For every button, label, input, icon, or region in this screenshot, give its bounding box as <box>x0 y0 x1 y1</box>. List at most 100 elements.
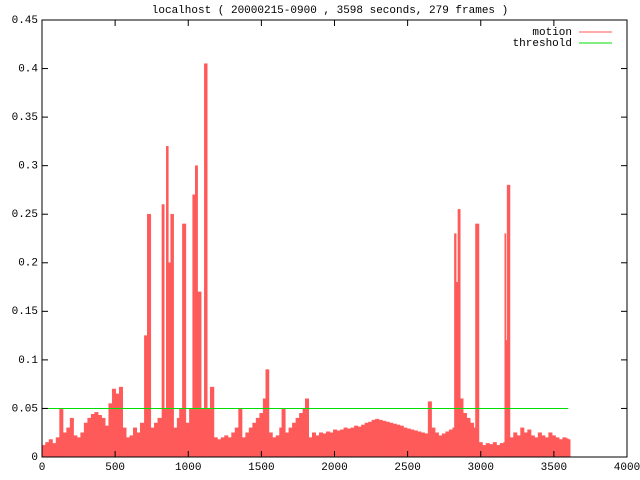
motion-bar <box>361 424 366 458</box>
y-tick-label: 0.05 <box>12 403 38 415</box>
x-tick-label: 500 <box>105 462 125 474</box>
motion-bar <box>520 427 525 458</box>
motion-bar <box>275 435 280 458</box>
motion-bar <box>567 439 571 458</box>
motion-bar <box>354 425 359 458</box>
motion-bar <box>544 437 549 458</box>
motion-bar <box>48 439 53 458</box>
motion-bar <box>537 432 542 458</box>
motion-bar <box>548 432 553 458</box>
motion-bar <box>305 398 310 458</box>
motion-bar <box>279 427 283 458</box>
motion-bar <box>438 435 443 458</box>
motion-bar <box>140 422 145 458</box>
motion-bar <box>530 435 535 458</box>
motion-bar <box>41 445 46 458</box>
motion-bar <box>144 335 148 458</box>
motion-bar <box>245 432 250 458</box>
motion-bar <box>347 428 352 458</box>
motion-bar <box>157 417 163 458</box>
y-tick-label: 0.1 <box>18 355 38 367</box>
motion-bar <box>385 421 390 458</box>
motion-bar <box>322 433 327 458</box>
y-tick-label: 0.4 <box>18 63 38 75</box>
motion-bar <box>220 437 225 458</box>
motion-bar <box>209 386 215 458</box>
motion-bar <box>378 419 383 458</box>
motion-bar <box>527 429 532 458</box>
motion-bar <box>238 408 243 458</box>
motion-bar <box>431 427 436 458</box>
motion-bar <box>129 435 134 458</box>
motion-bar <box>485 443 490 458</box>
motion-bar <box>164 408 167 458</box>
x-tick-label: 3000 <box>468 462 494 474</box>
motion-bar <box>268 432 273 458</box>
motion-bar <box>513 432 518 458</box>
y-tick-label: 0.15 <box>12 306 38 318</box>
motion-bar <box>455 281 459 458</box>
motion-bar <box>213 437 218 458</box>
motion-bar <box>558 439 563 458</box>
motion-bar <box>125 437 130 458</box>
y-tick-label: 0.2 <box>18 258 38 270</box>
motion-bar <box>427 401 432 458</box>
motion-bar <box>182 223 187 458</box>
y-tick-label: 0 <box>31 452 38 464</box>
motion-bar <box>231 432 236 458</box>
motion-bar <box>410 429 415 458</box>
motion-bar <box>118 386 123 458</box>
motion-bar <box>469 422 474 458</box>
motion-bar <box>217 439 222 458</box>
motion-bar <box>492 442 497 458</box>
motion-bar <box>227 437 232 458</box>
motion-bar <box>541 435 546 458</box>
motion-bar <box>69 417 74 458</box>
motion-bar <box>329 432 334 458</box>
motion-bar <box>136 432 141 458</box>
x-tick-label: 2000 <box>321 462 347 474</box>
motion-bar <box>350 427 355 458</box>
motion-bar <box>336 430 341 458</box>
motion-bar <box>403 427 408 458</box>
motion-bar <box>262 398 267 458</box>
motion-bar <box>445 431 450 458</box>
motion-bar <box>170 213 174 458</box>
motion-bar <box>192 194 196 458</box>
motion-bar <box>333 429 338 458</box>
motion-bar <box>473 427 476 458</box>
y-tick-label: 0.45 <box>12 15 38 27</box>
motion-bar <box>104 425 109 458</box>
x-tick-label: 1500 <box>248 462 274 474</box>
motion-bar <box>133 427 138 458</box>
motion-bar <box>265 369 270 458</box>
motion-bar <box>441 433 446 458</box>
motion-bar <box>288 427 293 458</box>
motion-bar <box>299 413 304 458</box>
x-tick-label: 3500 <box>541 462 567 474</box>
motion-bar <box>55 437 60 458</box>
motion-bar <box>295 417 300 458</box>
motion-bar <box>241 437 246 458</box>
motion-bar <box>76 437 81 458</box>
motion-bar <box>66 427 71 458</box>
motion-bar <box>302 408 306 458</box>
motion-bar <box>475 223 480 458</box>
motion-bar <box>101 417 106 458</box>
y-tick-label: 0.25 <box>12 209 38 221</box>
motion-bar <box>161 204 165 458</box>
motion-bar <box>434 432 439 458</box>
plot-border <box>41 19 628 458</box>
motion-bar <box>417 431 422 458</box>
chart-title: localhost ( 20000215-0900 , 3598 seconds… <box>152 5 508 17</box>
motion-bar <box>326 431 331 458</box>
motion-bar <box>482 445 487 458</box>
motion-bar <box>420 432 425 458</box>
motion-bar <box>506 184 511 458</box>
motion-bar <box>97 414 102 458</box>
motion-bar <box>413 430 418 458</box>
motion-bar <box>565 438 569 458</box>
motion-bar <box>168 262 171 458</box>
motion-bar <box>111 388 116 458</box>
